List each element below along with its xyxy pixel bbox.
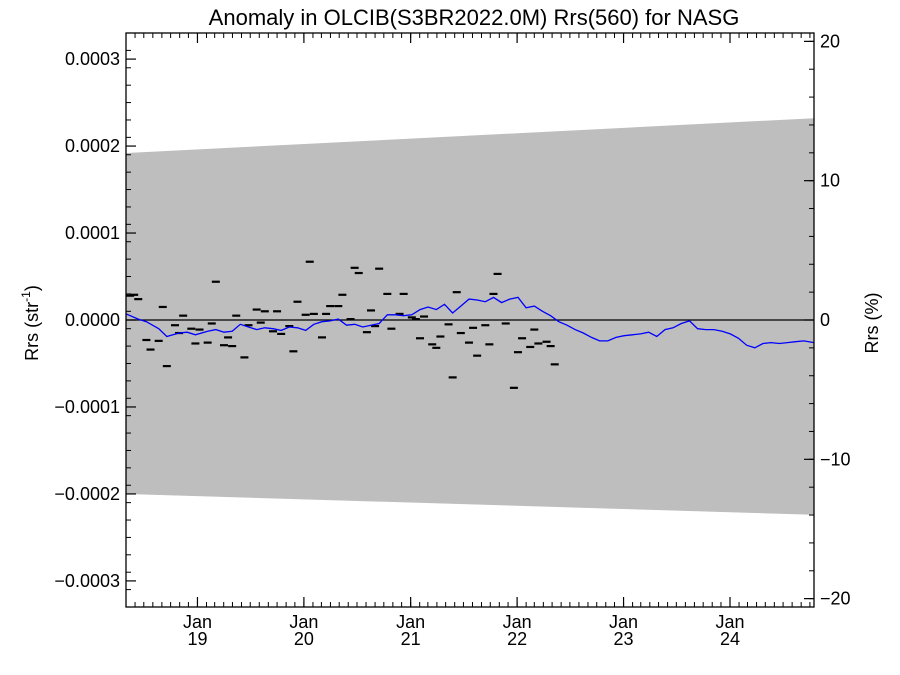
- y-axis-label-close: ): [22, 285, 42, 291]
- y-tick-label: 0.0003: [65, 49, 120, 69]
- x-tick-year: 24: [720, 629, 740, 649]
- x-tick-month: Jan: [396, 612, 425, 632]
- y2-tick-label: 20: [820, 31, 840, 51]
- y-axis-label-superscript: -1: [19, 291, 33, 302]
- y-axis-label-main: Rrs (str: [22, 302, 42, 361]
- y-tick-label: −0.0001: [54, 397, 120, 417]
- plot-area: [125, 32, 815, 608]
- x-tick-month: Jan: [503, 612, 532, 632]
- y-tick-label: 0.0001: [65, 223, 120, 243]
- y2-tick-label: −10: [820, 449, 851, 469]
- data-points: [126, 260, 559, 389]
- x-tick-year: 21: [401, 629, 421, 649]
- y-axis-label: Rrs (str-1): [19, 285, 42, 361]
- y-tick-label: −0.0003: [54, 571, 120, 591]
- chart-title: Anomaly in OLCIB(S3BR2022.0M) Rrs(560) f…: [209, 5, 740, 30]
- x-tick-month: Jan: [715, 612, 744, 632]
- trend-line: [125, 296, 815, 349]
- y2-tick-label: −20: [820, 589, 851, 609]
- y-tick-label: −0.0002: [54, 484, 120, 504]
- y2-tick-label: 10: [820, 171, 840, 191]
- x-tick-year: 20: [294, 629, 314, 649]
- x-tick-year: 19: [187, 629, 207, 649]
- top-axis-ticks: [125, 33, 811, 43]
- y2-tick-label: 0: [820, 310, 830, 330]
- left-y-axis: −0.0003 −0.0002 −0.0001 0.0000 0.0001 0.0002 0…: [54, 32, 136, 608]
- x-tick-year: 23: [614, 629, 634, 649]
- x-tick-month: Jan: [183, 612, 212, 632]
- x-tick-year: 22: [507, 629, 527, 649]
- x-tick-month: Jan: [609, 612, 638, 632]
- right-y-axis: −20 −10 0 10 20: [804, 31, 851, 609]
- y-tick-label: 0.0002: [65, 136, 120, 156]
- y-tick-label: 0.0000: [65, 310, 120, 330]
- uncertainty-band: [126, 118, 814, 515]
- y2-axis-label: Rrs (%): [862, 293, 882, 354]
- x-tick-month: Jan: [289, 612, 318, 632]
